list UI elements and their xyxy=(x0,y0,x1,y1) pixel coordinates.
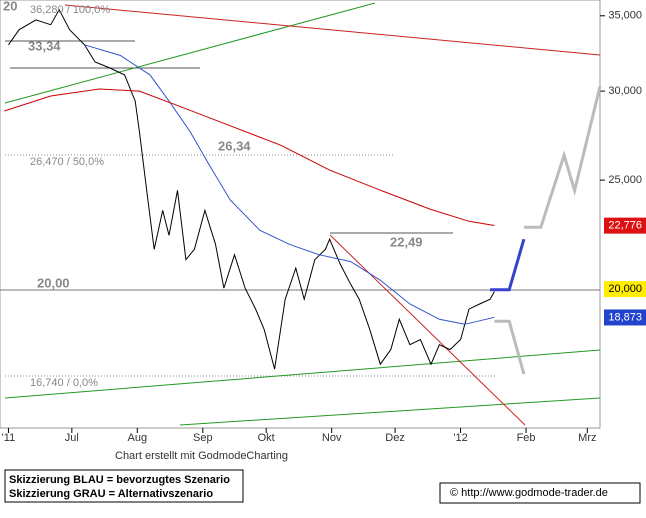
price-label: 20,000 xyxy=(608,283,642,295)
annotation: 36,280 / 100,0% xyxy=(30,4,110,16)
x-tick-label: Nov xyxy=(322,432,342,444)
price-label: 22,776 xyxy=(608,220,642,232)
x-tick-label: Feb xyxy=(517,432,536,444)
plot-area xyxy=(0,0,601,429)
y-tick-label: 30,000 xyxy=(608,85,642,97)
price-label: 18,873 xyxy=(608,311,642,323)
x-tick-label: Jul xyxy=(65,432,79,444)
x-tick-label: Aug xyxy=(128,432,148,444)
annotation: 26,34 xyxy=(218,138,251,153)
legend-line: Skizzierung BLAU = bevorzugtes Szenario xyxy=(9,474,230,486)
line xyxy=(494,319,526,375)
x-tick-label: Sep xyxy=(193,432,213,444)
x-tick-label: Okt xyxy=(258,432,275,444)
annotation: 26,470 / 50,0% xyxy=(30,156,104,168)
marks: '11 Jul Aug Sep Okt Nov Dez '12 Feb Mrz 25,000 30,0… xyxy=(2,0,646,444)
annotation: 16,740 / 0,0% xyxy=(30,377,98,389)
trend-line xyxy=(4,2,376,104)
copyright: © http://www.godmode-trader.de xyxy=(450,487,608,499)
line xyxy=(4,88,495,226)
copyright-box xyxy=(439,482,641,504)
line xyxy=(8,8,495,370)
x-tick-label: '12 xyxy=(453,432,467,444)
credit: Chart erstellt mit GodmodeCharting xyxy=(115,450,288,462)
annotation: 33,34 xyxy=(28,38,61,53)
annotation: 22,49 xyxy=(390,234,423,249)
annotation: 20,00 xyxy=(37,275,70,290)
annotation: 20 xyxy=(3,0,17,13)
trend-line xyxy=(4,349,601,399)
x-tick-label: Mrz xyxy=(578,432,596,444)
trend-line xyxy=(179,397,601,426)
line xyxy=(490,238,526,292)
x-tick-label: '11 xyxy=(2,432,16,444)
y-tick-label: 35,000 xyxy=(608,10,642,22)
price-label-box xyxy=(604,217,646,234)
line xyxy=(84,44,495,325)
legend-line: Skizzierung GRAU = Alternativszenario xyxy=(9,488,213,500)
y-tick-label: 25,000 xyxy=(608,174,642,186)
x-tick-label: Dez xyxy=(385,432,405,444)
trend-line xyxy=(329,234,526,426)
trend-line xyxy=(64,4,601,56)
line xyxy=(523,86,602,229)
legend-box xyxy=(4,469,244,503)
price-label-box xyxy=(604,281,646,298)
price-label-box xyxy=(604,309,646,326)
